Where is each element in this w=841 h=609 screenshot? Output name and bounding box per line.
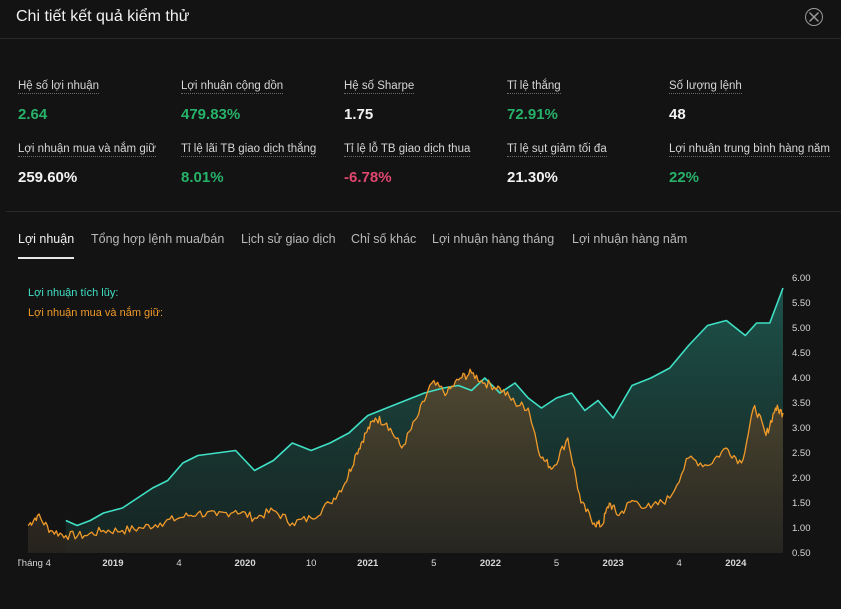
stat-label: Tỉ lệ sụt giảm tối đa: [507, 143, 607, 157]
stat-label: Hệ số lợi nhuận: [18, 80, 100, 94]
stat-label: Tỉ lệ lãi TB giao dịch thắng: [181, 143, 317, 157]
stat-annual-avg: Lợi nhuận trung bình hàng năm 22%: [669, 139, 830, 186]
x-tick-label: 5: [431, 558, 436, 569]
stat-value: 479.83%: [181, 106, 241, 123]
stat-max-drawdown: Tỉ lệ sụt giảm tối đa 21.30%: [507, 139, 667, 186]
stat-label: Tỉ lệ lỗ TB giao dịch thua: [344, 143, 471, 157]
x-tick-label: 2022: [480, 558, 501, 569]
stat-value: 21.30%: [507, 169, 558, 186]
x-tick-label: 5: [554, 558, 559, 569]
tab-trade-history[interactable]: Lịch sử giao dịch: [241, 232, 336, 246]
x-tick-label: 4: [677, 558, 682, 569]
y-tick-label: 4.00: [792, 373, 811, 384]
dialog-title: Chi tiết kết quả kiểm thử: [16, 8, 190, 25]
y-tick-label: 5.50: [792, 298, 811, 309]
tab-yearly-profit[interactable]: Lợi nhuận hàng năm: [572, 232, 688, 246]
stat-sharpe: Hệ số Sharpe 1.75: [344, 76, 504, 123]
y-tick-label: 1.50: [792, 498, 811, 509]
y-tick-label: 2.00: [792, 473, 811, 484]
y-tick-label: 3.50: [792, 398, 811, 409]
tab-other-metrics[interactable]: Chỉ số khác: [351, 232, 417, 246]
x-tick-label: 2019: [102, 558, 123, 569]
dialog-header: Chi tiết kết quả kiểm thử: [0, 0, 841, 39]
buy-hold-line: [27, 368, 784, 541]
y-tick-label: 2.50: [792, 448, 811, 459]
x-tick-label: 2023: [603, 558, 624, 569]
stat-label: Lợi nhuận cộng dồn: [181, 80, 284, 94]
x-tick-label: 4: [176, 558, 181, 569]
chart-svg: 6.00 5.50 5.00 4.50 4.00 3.50 3.00 2.50 2.00 1.50…: [16, 273, 811, 569]
stat-value: 259.60%: [18, 169, 78, 186]
legend-buy-hold: Lợi nhuận mua và nắm giữ:: [28, 307, 164, 319]
stat-order-count: Số lượng lệnh 48: [669, 76, 829, 123]
stat-label: Lợi nhuận mua và nắm giữ: [18, 143, 156, 157]
buy-hold-area: [28, 369, 783, 553]
x-tick-label: Tháng 4: [18, 558, 51, 569]
tab-monthly-profit[interactable]: Lợi nhuận hàng tháng: [432, 232, 555, 246]
stat-win-rate: Tỉ lệ thắng 72.91%: [507, 76, 667, 123]
x-tick-label: 2021: [357, 558, 379, 569]
stat-profit-factor: Hệ số lợi nhuận 2.64: [18, 76, 178, 123]
stat-value: 72.91%: [507, 106, 558, 123]
stat-value: 48: [669, 106, 686, 123]
stat-value: 22%: [669, 169, 700, 186]
stat-avg-win: Tỉ lệ lãi TB giao dịch thắng 8.01%: [181, 139, 341, 186]
tab-profit[interactable]: Lợi nhuận: [18, 232, 75, 259]
stat-label: Lợi nhuận trung bình hàng năm: [669, 143, 830, 157]
y-tick-label: 5.00: [792, 323, 811, 334]
tab-order-summary[interactable]: Tổng hợp lệnh mua/bán: [91, 232, 225, 246]
close-icon[interactable]: [805, 8, 823, 26]
stat-buy-hold: Lợi nhuận mua và nắm giữ 259.60%: [18, 139, 178, 186]
x-tick-label: 2024: [725, 558, 747, 569]
legend-cumulative: Lợi nhuận tích lũy:: [28, 287, 119, 299]
y-tick-label: 6.00: [792, 273, 811, 284]
stat-value: 8.01%: [181, 169, 224, 186]
stat-value: 2.64: [18, 106, 48, 123]
profit-chart: 6.00 5.50 5.00 4.50 4.00 3.50 3.00 2.50 2.00 1.50…: [16, 270, 841, 604]
y-tick-label: 4.50: [792, 348, 811, 359]
y-tick-label: 3.00: [792, 423, 811, 434]
divider: [6, 211, 841, 212]
stat-cumulative-profit: Lợi nhuận cộng dồn 479.83%: [181, 76, 341, 123]
stat-value: 1.75: [344, 106, 374, 123]
stat-avg-loss: Tỉ lệ lỗ TB giao dịch thua -6.78%: [344, 139, 504, 186]
cumulative-line: [65, 287, 784, 527]
stat-value: -6.78%: [344, 169, 392, 186]
x-tick-label: 2020: [234, 558, 255, 569]
stat-label: Số lượng lệnh: [669, 80, 742, 94]
y-tick-label: 1.00: [792, 523, 811, 534]
stat-label: Hệ số Sharpe: [344, 80, 415, 94]
y-tick-label: 0.50: [792, 548, 811, 559]
stat-label: Tỉ lệ thắng: [507, 80, 561, 94]
x-tick-label: 10: [306, 558, 317, 569]
